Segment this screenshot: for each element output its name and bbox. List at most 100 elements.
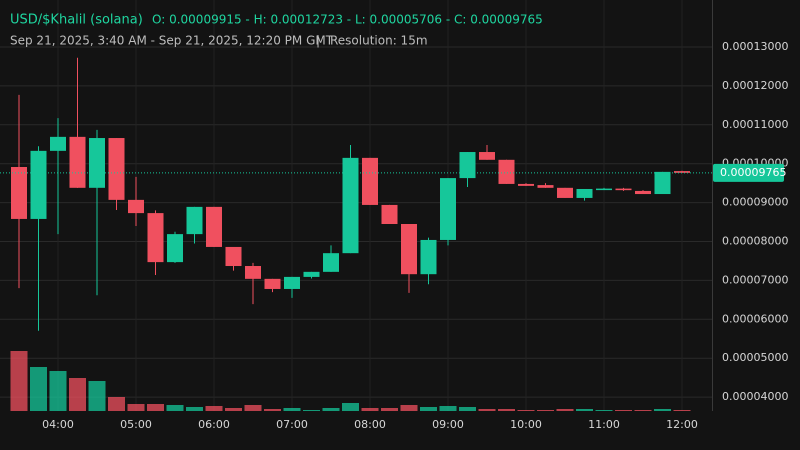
volume-bar [615, 410, 632, 411]
volume-bar [205, 406, 223, 411]
candle-body [108, 138, 125, 200]
x-tick-label: 12:00 [666, 418, 698, 431]
candle-body [420, 239, 437, 275]
volume-bar [322, 408, 340, 411]
candle-body [147, 213, 164, 263]
volume-bar [108, 397, 125, 411]
y-tick-label: 0.00005000 [722, 351, 788, 364]
candle-body [596, 188, 612, 191]
volume-bar [225, 408, 242, 411]
volume-bar [537, 410, 554, 411]
ohlc-summary: O: 0.00009915 - H: 0.00012723 - L: 0.000… [152, 13, 543, 27]
candle-body [264, 278, 281, 289]
candle-body [654, 171, 671, 195]
volume-bar [69, 378, 86, 411]
candle-body [537, 185, 554, 188]
date-range: Sep 21, 2025, 3:40 AM - Sep 21, 2025, 12… [10, 34, 334, 48]
candle-body [576, 188, 593, 198]
candles [11, 57, 690, 331]
candle-body [635, 190, 651, 195]
chart-title: USD/$Khalil (solana) [10, 13, 143, 28]
y-tick-label: 0.00006000 [722, 312, 788, 325]
volume-bar [439, 406, 457, 411]
candle-body [498, 159, 515, 184]
volume-bar [244, 405, 262, 411]
candle-body [342, 157, 359, 254]
candle-body [245, 266, 261, 279]
volume [10, 351, 691, 411]
y-tick-label: 0.00011000 [722, 118, 788, 131]
volume-bar [498, 409, 515, 411]
candle-body [128, 199, 144, 214]
candle-body [459, 152, 476, 179]
candle-body [167, 234, 183, 263]
candle-body [401, 223, 417, 275]
y-tick-label: 0.00013000 [722, 40, 788, 53]
candle-body [206, 206, 222, 247]
candle-body [89, 138, 105, 188]
candle-body [50, 136, 66, 151]
volume-bar [517, 410, 535, 411]
separator: | [316, 34, 320, 48]
volume-bar [634, 410, 652, 411]
x-tick-label: 07:00 [276, 418, 308, 431]
candle-body [440, 178, 456, 240]
candle-body [225, 246, 242, 267]
last-price-box [713, 163, 784, 182]
volume-bar [283, 408, 301, 411]
candle-body [674, 171, 690, 173]
candle-body [518, 183, 534, 186]
candle-body [362, 157, 378, 205]
candle-body [11, 167, 27, 219]
volume-bar [49, 371, 67, 411]
volume-bar [342, 403, 359, 411]
volume-bar [381, 408, 398, 411]
resolution: Resolution: 15m [330, 34, 428, 48]
x-tick-label: 05:00 [120, 418, 152, 431]
volume-bar [595, 410, 613, 411]
volume-bar [654, 409, 671, 411]
volume-bar [673, 410, 691, 411]
axes: 0.00004000 0.00005000 0.00006000 0.00007000… [0, 40, 788, 431]
y-tick-label: 0.00012000 [722, 79, 788, 92]
volume-bar [166, 405, 184, 411]
x-tick-label: 06:00 [198, 418, 230, 431]
candle-body [381, 204, 398, 224]
last-price-label: 0.00009765 [720, 166, 786, 179]
candle-body [479, 152, 495, 160]
volume-bar [400, 405, 418, 411]
candle-body [186, 206, 203, 235]
x-tick-label: 09:00 [432, 418, 464, 431]
candle-body [557, 187, 573, 198]
volume-bar [361, 408, 379, 411]
volume-bar [576, 409, 593, 411]
y-tick-label: 0.00008000 [722, 235, 788, 248]
volume-bar [10, 351, 28, 411]
volume-bar [459, 407, 476, 411]
candle-body [69, 136, 86, 188]
candle-body [615, 188, 632, 191]
x-tick-label: 04:00 [42, 418, 74, 431]
x-tick-label: 11:00 [588, 418, 620, 431]
volume-bar [88, 381, 106, 411]
volume-bar [147, 404, 164, 411]
volume-bar [303, 410, 320, 411]
volume-bar [556, 409, 574, 411]
x-tick-label: 08:00 [354, 418, 386, 431]
volume-bar [186, 407, 203, 411]
volume-bar [264, 409, 281, 411]
candle-body [323, 253, 339, 272]
volume-bar [30, 367, 47, 411]
volume-bar [420, 407, 437, 411]
volume-bar [478, 409, 496, 411]
y-tick-label: 0.00007000 [722, 273, 788, 286]
y-tick-label: 0.00004000 [722, 390, 788, 403]
candle-body [303, 271, 320, 277]
volume-bar [127, 404, 145, 411]
candle-body [284, 276, 300, 289]
x-tick-label: 10:00 [510, 418, 542, 431]
y-tick-label: 0.00009000 [722, 196, 788, 209]
